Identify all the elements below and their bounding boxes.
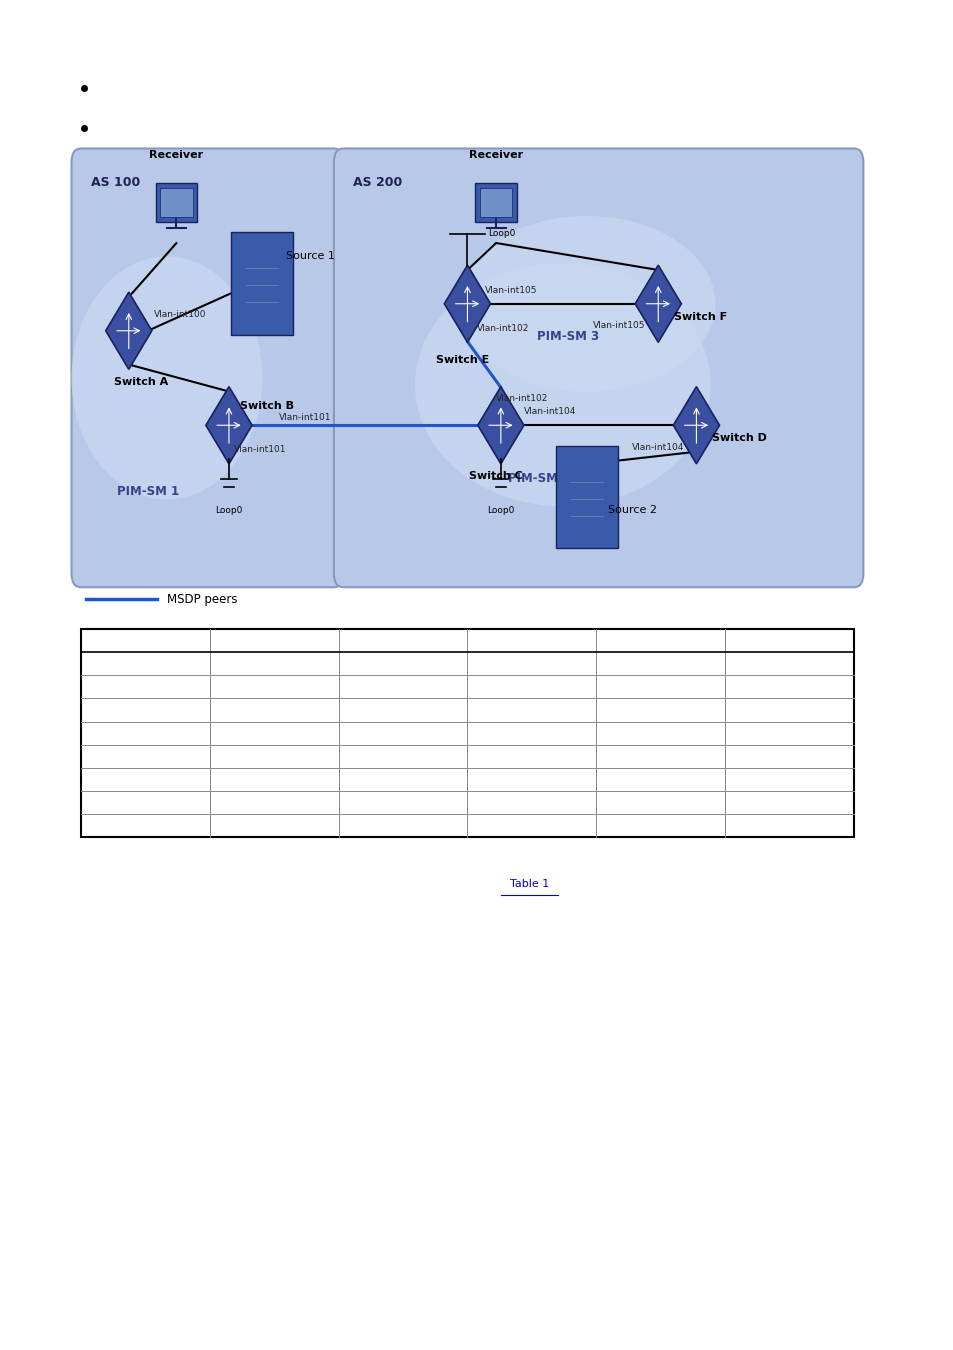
Text: Switch C: Switch C bbox=[469, 471, 522, 481]
FancyBboxPatch shape bbox=[479, 188, 512, 217]
Text: Vlan-int105: Vlan-int105 bbox=[484, 286, 537, 294]
Text: Table 1: Table 1 bbox=[509, 879, 549, 890]
Text: Switch D: Switch D bbox=[711, 433, 766, 443]
Text: Vlan-int105: Vlan-int105 bbox=[593, 321, 645, 329]
Polygon shape bbox=[673, 386, 719, 464]
Polygon shape bbox=[477, 386, 523, 464]
FancyBboxPatch shape bbox=[475, 182, 517, 223]
Text: PIM-SM 2: PIM-SM 2 bbox=[507, 472, 570, 485]
Polygon shape bbox=[106, 292, 152, 370]
FancyBboxPatch shape bbox=[160, 188, 193, 217]
Text: MSDP peers: MSDP peers bbox=[167, 593, 237, 606]
Text: AS 100: AS 100 bbox=[91, 177, 140, 189]
Text: Receiver: Receiver bbox=[150, 150, 203, 159]
Bar bbox=[81, 629, 853, 837]
Ellipse shape bbox=[415, 263, 710, 506]
Text: Loop0: Loop0 bbox=[215, 506, 242, 514]
Text: Vlan-int102: Vlan-int102 bbox=[476, 324, 529, 332]
Text: AS 200: AS 200 bbox=[353, 177, 402, 189]
Text: Receiver: Receiver bbox=[469, 150, 522, 159]
Text: Source 2: Source 2 bbox=[607, 505, 656, 514]
Ellipse shape bbox=[457, 216, 715, 392]
Text: Vlan-int101: Vlan-int101 bbox=[278, 413, 331, 421]
FancyBboxPatch shape bbox=[556, 446, 617, 548]
Text: Vlan-int104: Vlan-int104 bbox=[631, 443, 683, 451]
Text: PIM-SM 1: PIM-SM 1 bbox=[116, 486, 179, 498]
FancyBboxPatch shape bbox=[155, 182, 197, 223]
Text: Switch A: Switch A bbox=[114, 377, 169, 386]
Text: Switch E: Switch E bbox=[436, 355, 489, 364]
Text: Vlan-int104: Vlan-int104 bbox=[523, 408, 576, 416]
Polygon shape bbox=[206, 386, 252, 464]
Text: PIM-SM 3: PIM-SM 3 bbox=[536, 331, 598, 343]
FancyBboxPatch shape bbox=[232, 232, 293, 335]
Text: Loop0: Loop0 bbox=[487, 506, 514, 514]
Text: Vlan-int101: Vlan-int101 bbox=[233, 446, 286, 454]
Text: Switch B: Switch B bbox=[240, 401, 294, 410]
FancyBboxPatch shape bbox=[71, 148, 343, 587]
Text: Vlan-int100: Vlan-int100 bbox=[153, 310, 206, 319]
Polygon shape bbox=[444, 265, 490, 343]
Text: Switch F: Switch F bbox=[673, 312, 726, 321]
Text: Vlan-int102: Vlan-int102 bbox=[496, 394, 548, 402]
Text: Source 1: Source 1 bbox=[286, 251, 335, 261]
FancyBboxPatch shape bbox=[334, 148, 862, 587]
Text: Loop0: Loop0 bbox=[488, 230, 516, 238]
Polygon shape bbox=[635, 265, 680, 343]
Ellipse shape bbox=[71, 256, 262, 500]
